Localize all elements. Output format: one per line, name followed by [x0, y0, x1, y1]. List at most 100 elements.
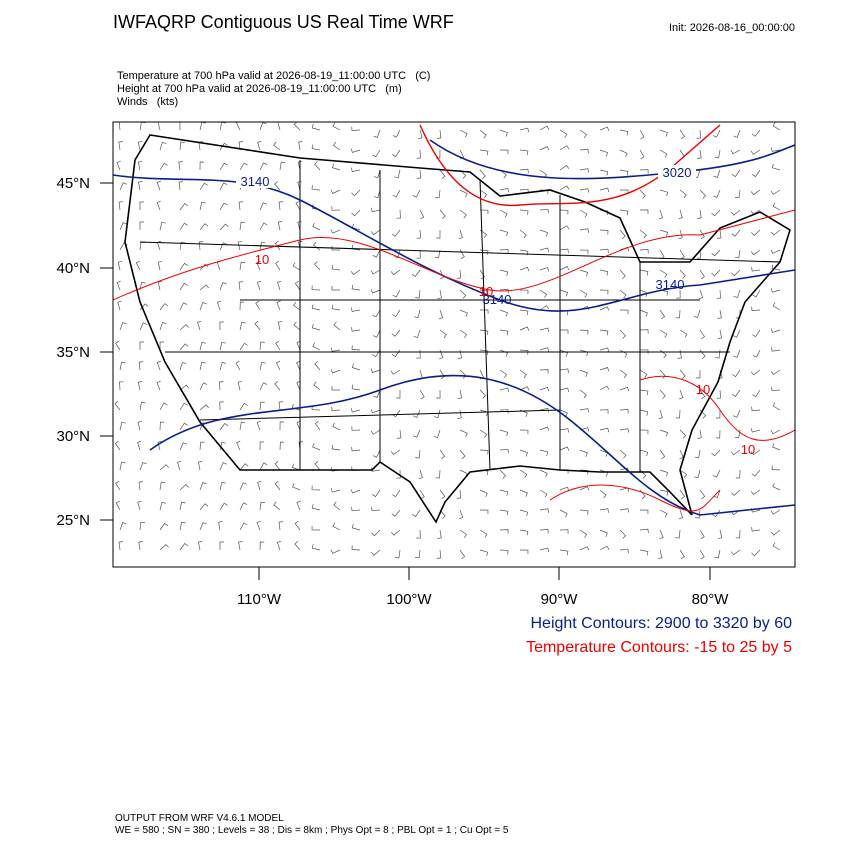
- wind-barb: [331, 163, 341, 171]
- wind-barb: [312, 222, 321, 231]
- wind-barb: [716, 389, 721, 399]
- wind-barb: [479, 489, 488, 498]
- wind-barb: [559, 409, 568, 417]
- wind-barb: [678, 209, 683, 220]
- wind-barb: [639, 189, 646, 199]
- wind-barb: [639, 149, 645, 160]
- wind-barb: [619, 369, 627, 379]
- wind-barb: [239, 342, 248, 351]
- wind-barb: [391, 229, 401, 237]
- wind-barb: [772, 542, 781, 551]
- wind-barb: [159, 303, 169, 311]
- wind-barb: [697, 429, 702, 439]
- wind-barb: [218, 521, 223, 531]
- wind-barb: [772, 202, 781, 211]
- wind-barb: [439, 209, 446, 219]
- wind-barb: [219, 541, 224, 550]
- wind-barb: [416, 229, 421, 239]
- wind-barb: [259, 441, 265, 451]
- wind-barb: [351, 284, 361, 291]
- wind-barb: [371, 549, 381, 556]
- height-contour: [113, 174, 795, 312]
- wind-barb: [199, 161, 205, 171]
- wind-barb: [559, 129, 568, 138]
- wind-barb: [716, 289, 721, 299]
- wind-barb: [351, 307, 361, 312]
- wind-barb: [139, 322, 148, 331]
- axes: 45°N 40°N 35°N 30°N 25°N 110°W 100°W 90°W 80°W: [56, 175, 729, 608]
- wind-barb: [332, 422, 341, 431]
- wind-barb: [298, 141, 303, 151]
- wind-barb: [459, 209, 467, 219]
- wind-barb: [752, 169, 761, 178]
- wind-barb: [119, 421, 126, 431]
- wind-barb: [730, 449, 741, 456]
- wind-barb: [199, 182, 208, 191]
- wind-barb: [579, 486, 590, 491]
- wind-barb: [619, 149, 628, 158]
- wind-barb: [539, 386, 550, 392]
- wind-barb: [350, 408, 361, 413]
- wind-barb: [771, 229, 781, 236]
- wind-barb: [314, 461, 321, 471]
- wind-barb: [274, 461, 281, 471]
- wind-barb: [331, 206, 341, 211]
- wind-barb: [159, 341, 165, 351]
- wind-barb: [699, 549, 705, 560]
- wind-barb: [370, 429, 381, 435]
- wind-barb: [279, 161, 286, 171]
- wind-barb: [772, 402, 781, 411]
- wind-barb: [156, 360, 162, 371]
- wind-barb: [351, 189, 361, 197]
- wind-barb: [416, 249, 421, 259]
- wind-barb: [411, 269, 421, 277]
- wind-barb: [351, 345, 361, 351]
- wind-barb: [137, 140, 143, 151]
- wind-barb: [236, 440, 241, 451]
- temperature-label: 10: [479, 284, 493, 299]
- wind-barb: [639, 409, 649, 416]
- wind-barb: [219, 321, 224, 331]
- wind-barb: [311, 323, 321, 331]
- wind-barb: [296, 420, 301, 431]
- wind-barb: [198, 241, 204, 251]
- wind-barb: [659, 329, 668, 338]
- wind-barb: [579, 546, 590, 551]
- wind-barb: [559, 486, 570, 492]
- wind-barb: [599, 489, 607, 499]
- wind-barb: [579, 389, 587, 399]
- wind-barb: [238, 201, 244, 211]
- wind-barb: [179, 422, 188, 431]
- wind-barb: [750, 449, 761, 456]
- wind-barb: [619, 349, 628, 358]
- wind-barb: [752, 289, 761, 298]
- wind-barb: [351, 446, 361, 452]
- wind-barb: [735, 529, 741, 539]
- wind-barb: [415, 289, 421, 299]
- wind-barb: [659, 429, 669, 437]
- wind-barb: [433, 409, 441, 419]
- wind-barb: [179, 262, 188, 271]
- wind-barb: [750, 428, 761, 433]
- wind-barb: [579, 289, 588, 298]
- wind-barb: [416, 529, 421, 539]
- wind-barb: [275, 360, 281, 371]
- wind-barb: [479, 149, 489, 156]
- wind-barb: [479, 209, 489, 215]
- wind-barb: [539, 547, 550, 552]
- wind-barb: [711, 249, 721, 257]
- wind-barb: [396, 469, 401, 479]
- wind-barb: [499, 448, 509, 454]
- wind-barb: [179, 384, 190, 391]
- wind-barb: [539, 426, 550, 431]
- wind-barb: [350, 269, 361, 276]
- wind-barb: [579, 408, 589, 413]
- wind-barb: [139, 521, 145, 531]
- wind-barb: [539, 529, 549, 534]
- wind-barb: [333, 321, 341, 331]
- wind-barb: [712, 509, 721, 518]
- wind-barb: [479, 269, 485, 280]
- wind-barb: [731, 229, 741, 237]
- wind-barb: [579, 168, 589, 173]
- wind-barb: [179, 402, 188, 411]
